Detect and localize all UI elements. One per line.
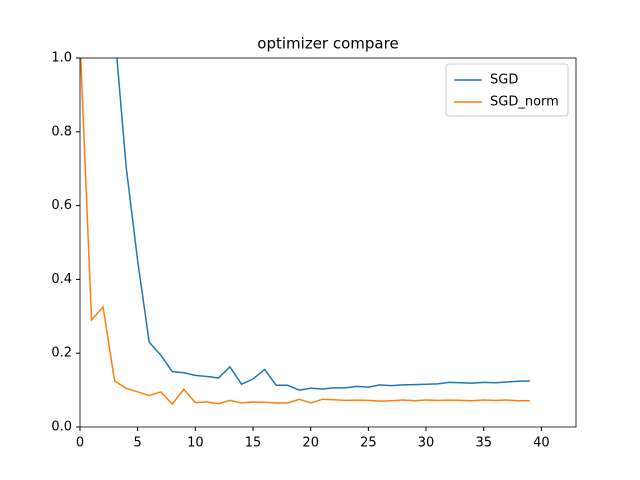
axes-frame [79, 57, 577, 428]
legend-label: SGD [490, 73, 518, 88]
x-tick-label: 25 [360, 436, 377, 451]
x-tick-label: 30 [418, 436, 435, 451]
y-tick-label: 0.4 [51, 272, 72, 287]
x-tick-label: 40 [533, 436, 550, 451]
chart-title: optimizer compare [257, 35, 398, 53]
y-tick-label: 0.0 [51, 420, 72, 435]
x-tick-label: 20 [302, 436, 319, 451]
plot-area [80, 58, 530, 406]
x-tick-label: 10 [187, 436, 204, 451]
line-series [116, 58, 530, 391]
line-series [80, 58, 530, 406]
x-tick-label: 5 [134, 436, 142, 451]
x-tick-label: 0 [76, 436, 84, 451]
y-tick-label: 1.0 [51, 51, 72, 66]
x-tick-label: 15 [245, 436, 262, 451]
legend-label: SGD_norm [490, 95, 559, 110]
y-tick-label: 0.2 [51, 346, 72, 361]
y-tick-label: 0.6 [51, 198, 72, 213]
y-tick-label: 0.8 [51, 124, 72, 139]
x-tick-label: 35 [475, 436, 492, 451]
legend-box [445, 63, 569, 117]
